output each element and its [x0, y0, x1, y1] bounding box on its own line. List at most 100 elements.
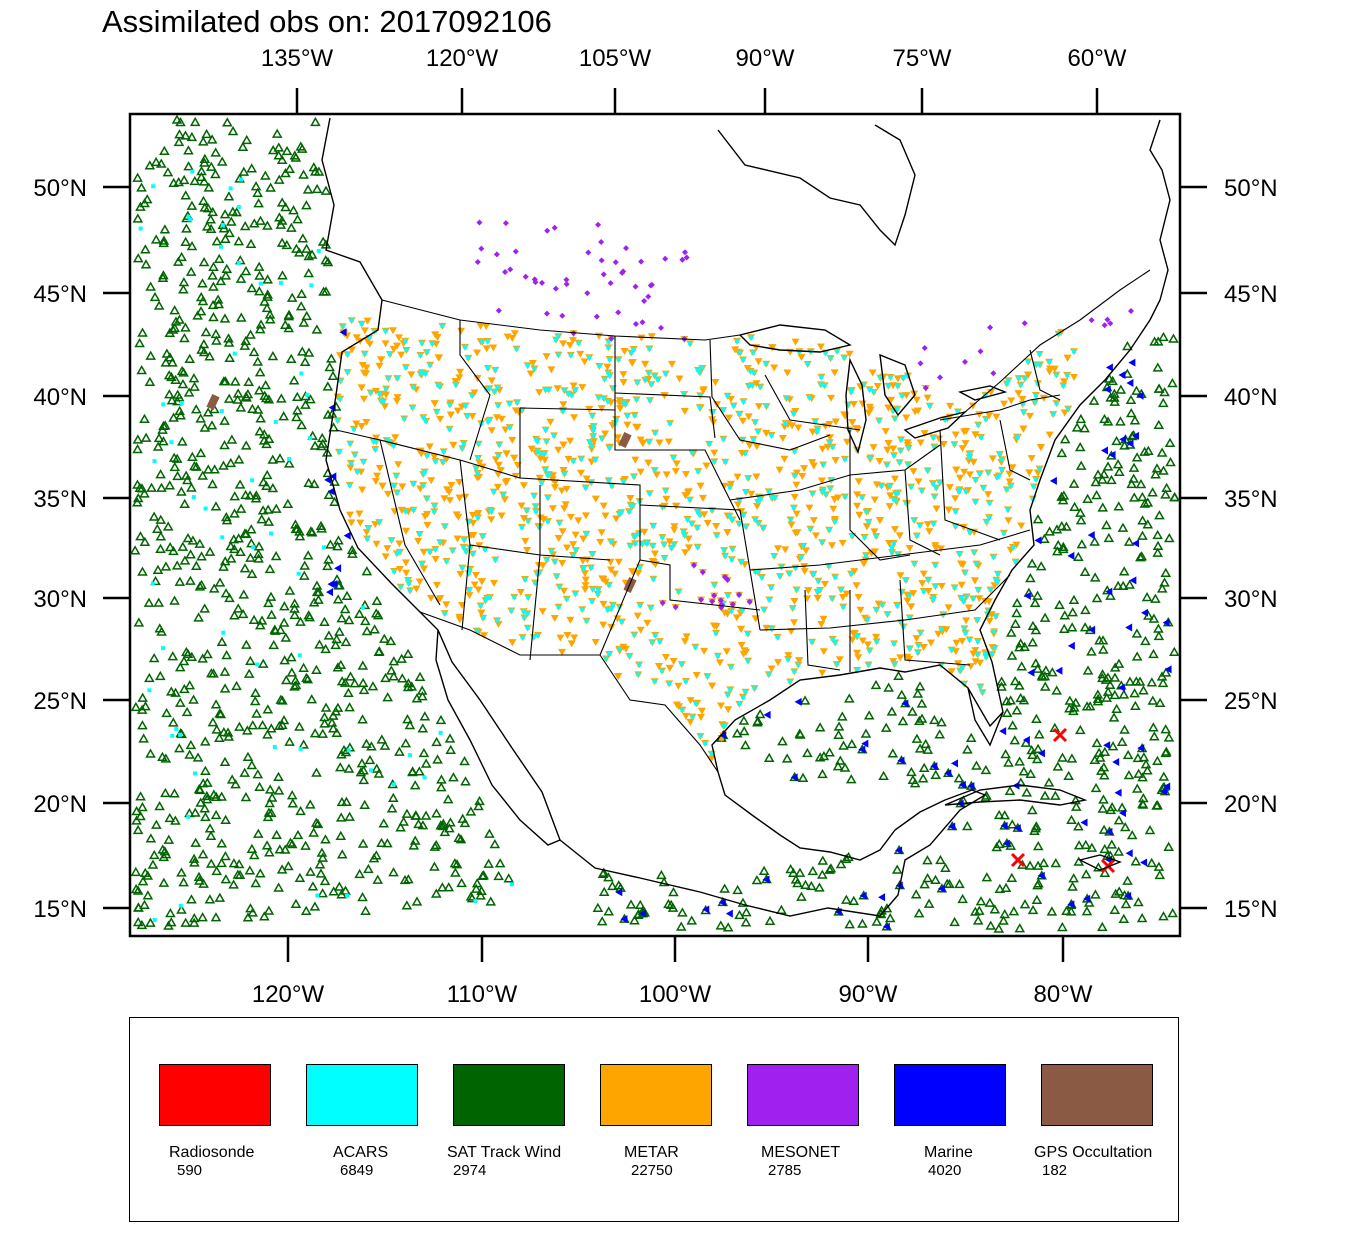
square-marker: [460, 446, 465, 451]
down-triangle-marker: [731, 346, 740, 354]
down-triangle-marker: [670, 523, 679, 531]
down-triangle-marker: [726, 480, 735, 488]
square-marker: [1000, 467, 1005, 472]
down-triangle-marker: [394, 461, 403, 469]
open-triangle-marker: [214, 732, 225, 743]
square-marker: [588, 565, 593, 570]
down-triangle-marker: [902, 414, 911, 422]
diamond-marker: [563, 276, 570, 283]
open-triangle-marker: [177, 541, 189, 551]
square-marker: [828, 486, 833, 491]
down-triangle-marker: [699, 386, 708, 394]
open-triangle-marker: [954, 878, 965, 889]
open-triangle-marker: [176, 904, 187, 914]
open-triangle-marker: [197, 778, 209, 788]
square-marker: [975, 618, 980, 623]
open-triangle-marker: [220, 270, 232, 280]
left-triangle-marker: [1100, 446, 1108, 455]
down-triangle-marker: [569, 382, 578, 390]
down-triangle-marker: [360, 327, 369, 335]
open-triangle-marker: [220, 850, 231, 861]
down-triangle-marker: [582, 475, 591, 483]
down-triangle-marker: [358, 361, 367, 369]
open-triangle-marker: [260, 380, 271, 390]
square-marker: [879, 483, 884, 488]
square-marker: [842, 494, 847, 499]
left-triangle-marker: [1022, 735, 1030, 744]
down-triangle-marker: [829, 505, 838, 513]
square-marker: [663, 488, 668, 493]
open-triangle-marker: [1109, 388, 1120, 398]
down-triangle-marker: [811, 532, 820, 540]
down-triangle-marker: [700, 647, 709, 655]
square-marker: [967, 451, 972, 456]
square-marker: [347, 482, 352, 487]
open-triangle-marker: [168, 177, 179, 188]
square-marker: [629, 350, 634, 355]
open-triangle-marker: [1111, 703, 1122, 714]
down-triangle-marker: [391, 434, 400, 442]
square-marker: [483, 598, 488, 603]
open-triangle-marker: [686, 915, 698, 925]
down-triangle-marker: [1005, 470, 1014, 478]
open-triangle-marker: [148, 849, 160, 860]
down-triangle-marker: [887, 396, 896, 404]
square-marker: [864, 509, 869, 514]
down-triangle-marker: [737, 641, 746, 649]
open-triangle-marker: [340, 636, 352, 647]
square-marker: [411, 507, 416, 512]
left-triangle-marker: [620, 915, 628, 924]
open-triangle-marker: [359, 799, 371, 810]
open-triangle-marker: [358, 774, 370, 785]
state-line: [379, 439, 441, 606]
square-marker: [861, 382, 866, 387]
open-triangle-marker: [270, 550, 282, 561]
down-triangle-marker: [436, 595, 445, 603]
open-triangle-marker: [145, 350, 156, 360]
square-marker: [983, 416, 988, 421]
open-triangle-marker: [262, 504, 274, 514]
down-triangle-marker: [538, 608, 547, 616]
down-triangle-marker: [475, 542, 484, 550]
down-triangle-marker: [542, 353, 551, 361]
open-triangle-marker: [277, 719, 288, 730]
square-marker: [487, 595, 492, 600]
square-marker: [972, 550, 977, 555]
diamond-marker: [478, 245, 485, 252]
square-marker: [895, 406, 900, 411]
square-marker: [727, 513, 732, 518]
down-triangle-marker: [372, 540, 381, 548]
open-triangle-marker: [1019, 641, 1030, 651]
diamond-marker: [619, 269, 626, 276]
state-line: [804, 589, 841, 671]
open-triangle-marker: [1097, 635, 1109, 645]
square-marker: [930, 597, 935, 602]
square-marker: [573, 591, 578, 596]
open-triangle-marker: [206, 134, 218, 144]
down-triangle-marker: [914, 478, 923, 486]
open-triangle-marker: [250, 687, 261, 698]
square-marker: [866, 519, 871, 524]
open-triangle-marker: [238, 589, 250, 599]
square-marker: [442, 524, 447, 529]
open-triangle-marker: [301, 310, 312, 321]
square-marker: [743, 450, 748, 455]
down-triangle-marker: [801, 547, 810, 555]
open-triangle-marker: [1147, 487, 1158, 497]
down-triangle-marker: [620, 347, 629, 355]
square-marker: [463, 403, 468, 408]
down-triangle-marker: [860, 614, 869, 622]
open-triangle-marker: [301, 243, 312, 253]
diamond-marker: [507, 266, 514, 273]
open-triangle-marker: [417, 820, 429, 830]
legend-swatch: [747, 1064, 859, 1126]
open-triangle-marker: [134, 337, 145, 348]
open-triangle-marker: [343, 763, 355, 773]
open-triangle-marker: [239, 221, 251, 231]
legend-item: Radiosonde 590: [159, 1064, 271, 1179]
left-triangle-marker: [1125, 849, 1133, 858]
square-marker: [434, 409, 439, 414]
open-triangle-marker: [196, 171, 207, 182]
open-triangle-marker: [223, 333, 234, 343]
square-marker: [921, 588, 926, 593]
